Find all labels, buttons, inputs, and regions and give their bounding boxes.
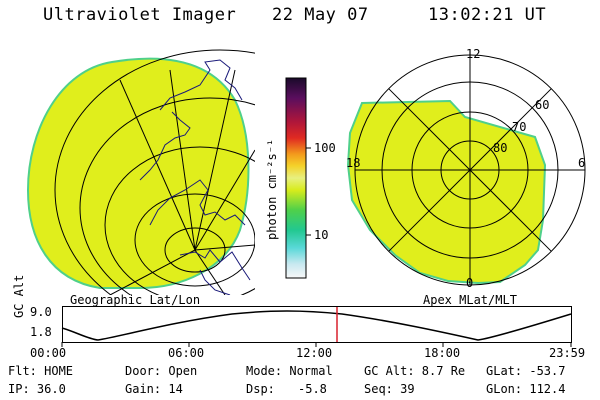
coastline <box>149 179 246 226</box>
lon-line <box>194 249 226 295</box>
lat-circle <box>79 97 255 295</box>
altitude-xtick-2359: 23:59 <box>549 346 586 360</box>
uv-emission-region <box>346 99 547 285</box>
lon-line <box>194 244 255 251</box>
info-dsp-value: -5.8 <box>298 382 327 396</box>
coastline <box>199 269 231 295</box>
mlat-label-60: 60 <box>535 98 550 112</box>
altitude-xtick-1800: 18:00 <box>424 346 461 360</box>
app-title: Ultraviolet Imager <box>43 5 237 25</box>
lon-line <box>194 149 255 251</box>
lat-circle <box>164 227 226 273</box>
mlat-label-80: 80 <box>493 141 508 155</box>
info-gc-alt: GC Alt: 8.7 Re <box>364 364 466 378</box>
info-seq: Seq: 39 <box>364 382 415 396</box>
polar-plot <box>346 54 586 286</box>
lat-circle <box>104 146 255 295</box>
info-flt: Flt: HOME <box>8 364 74 378</box>
mlat-label-70: 70 <box>512 120 527 134</box>
altitude-curve <box>61 310 572 341</box>
coastline <box>139 111 191 181</box>
coastline <box>179 249 251 281</box>
info-door: Door: Open <box>125 364 198 378</box>
mlt-label-18: 18 <box>346 156 361 170</box>
info-glon: GLon: 112.4 <box>486 382 566 396</box>
date-text: 22 May 07 <box>272 5 369 25</box>
coastline <box>159 59 243 111</box>
intensity-colorbar <box>285 77 311 279</box>
mlt-line <box>388 88 552 252</box>
altitude-xtick-0000: 00:00 <box>30 346 67 360</box>
lat-circle <box>54 49 255 295</box>
info-gain: Gain: 14 <box>125 382 183 396</box>
left-panel-caption: Geographic Lat/Lon <box>70 293 201 307</box>
info-mode: Mode: Normal <box>246 364 333 378</box>
altitude-xtick-1200: 12:00 <box>296 346 333 360</box>
lon-line <box>194 69 236 251</box>
altitude-ylabel: GC Alt <box>12 274 26 318</box>
mlt-label-0: 0 <box>466 276 474 290</box>
info-ip: IP: 36.0 <box>8 382 66 396</box>
colorbar-tick-10: 10 <box>314 228 329 242</box>
lon-line <box>109 249 196 295</box>
altitude-plot <box>61 306 572 347</box>
altitude-xtick-0600: 06:00 <box>168 346 205 360</box>
lon-line <box>169 69 196 251</box>
uv-emission-region <box>26 57 250 289</box>
colorbar-tick-100: 100 <box>314 141 336 155</box>
mlt-label-12: 12 <box>466 47 481 61</box>
altitude-ytick-1-8: 1.8 <box>30 325 52 339</box>
altitude-ytick-9: 9.0 <box>30 305 52 319</box>
time-text: 13:02:21 UT <box>428 5 547 25</box>
info-glat: GLat: -53.7 <box>486 364 566 378</box>
info-dsp-label: Dsp: <box>246 382 275 396</box>
geographic-image <box>26 49 255 295</box>
right-panel-caption: Apex MLat/MLT <box>423 293 517 307</box>
lon-line <box>119 79 196 251</box>
lat-circle <box>134 193 255 287</box>
mlt-label-6: 6 <box>578 156 586 170</box>
colorbar-unit-label: photon cm⁻²s⁻¹ <box>265 138 279 240</box>
